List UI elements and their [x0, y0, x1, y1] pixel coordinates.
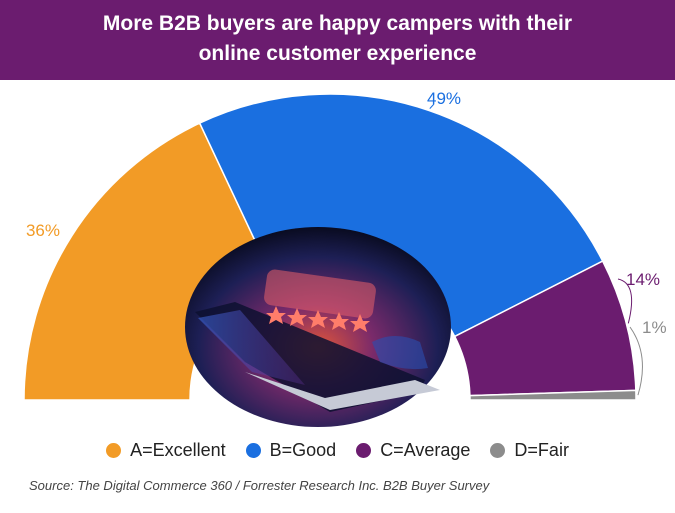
legend-item-good: B=Good	[245, 440, 337, 461]
legend-swatch	[356, 443, 372, 458]
legend-swatch	[106, 443, 122, 458]
chart-title-line-2: online customer experience	[198, 42, 477, 65]
legend-swatch	[490, 443, 506, 458]
slice-fair	[469, 389, 637, 401]
value-label-fair: 1%	[642, 318, 667, 337]
chart-legend: A=Excellent B=Good C=Average D=Fair	[0, 440, 675, 461]
leader-line-fair	[629, 326, 643, 396]
rating-stars	[266, 306, 370, 332]
laptop-rating-photo	[185, 227, 451, 427]
leader-line-good	[429, 103, 435, 109]
value-label-good: 49%	[427, 89, 461, 108]
legend-item-fair: D=Fair	[490, 440, 569, 461]
value-labels-group: 36% 49% 14% 1%	[26, 89, 667, 337]
legend-label: B=Good	[269, 440, 337, 460]
value-label-excellent: 36%	[26, 221, 60, 240]
slices-group	[23, 93, 637, 401]
semi-donut-chart: 36% 49% 14% 1%	[23, 89, 667, 427]
leader-line-average	[617, 278, 633, 324]
leader-lines-group	[429, 103, 643, 396]
legend-item-average: C=Average	[356, 440, 470, 461]
legend-label: D=Fair	[514, 440, 569, 460]
chart-title-line-1: More B2B buyers are happy campers with t…	[102, 12, 573, 35]
legend-swatch	[245, 443, 261, 458]
source-note: Source: The Digital Commerce 360 / Forre…	[29, 478, 490, 493]
legend-label: C=Average	[380, 440, 471, 460]
legend-label: A=Excellent	[130, 440, 226, 460]
legend-item-excellent: A=Excellent	[106, 440, 226, 461]
value-label-average: 14%	[626, 270, 660, 289]
title-banner: More B2B buyers are happy campers with t…	[0, 0, 675, 80]
